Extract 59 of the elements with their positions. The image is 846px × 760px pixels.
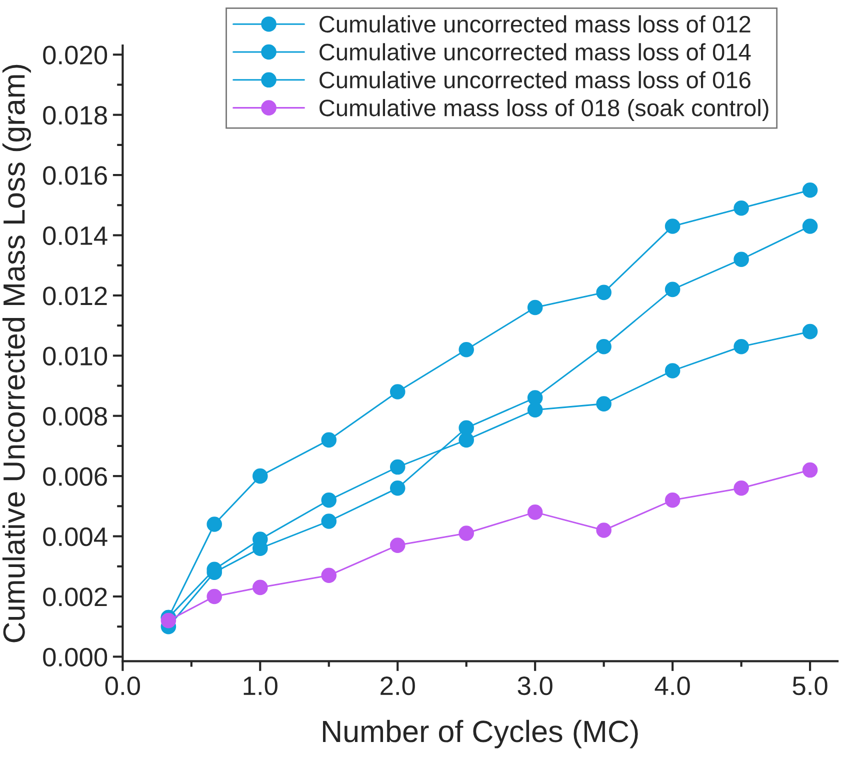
point xyxy=(458,526,474,541)
x-tick-label: 5.0 xyxy=(792,676,828,696)
point xyxy=(252,468,268,484)
point xyxy=(458,342,474,358)
point xyxy=(596,522,612,538)
point xyxy=(802,218,818,234)
y-tick-label: 0.012 xyxy=(43,286,107,306)
point xyxy=(802,324,818,340)
point xyxy=(664,492,680,508)
point xyxy=(664,218,680,234)
point xyxy=(390,538,406,553)
y-tick-label: 0.018 xyxy=(43,106,107,125)
point xyxy=(321,568,337,584)
y-tick-label: 0.004 xyxy=(43,527,108,546)
point xyxy=(734,200,749,216)
point xyxy=(458,420,474,436)
point xyxy=(458,432,474,448)
y-tick-label: 0.020 xyxy=(43,46,108,64)
y-axis-title: Cumulative Uncorrected Mass Loss (gram) xyxy=(2,64,31,642)
point xyxy=(206,588,222,604)
legend-label: Cumulative uncorrected mass loss of 012 xyxy=(320,15,750,33)
x-tick-label: 3.0 xyxy=(518,676,552,696)
y-tick-label: 0.006 xyxy=(43,467,107,486)
point xyxy=(321,492,337,508)
point xyxy=(664,282,680,298)
y-tick-label: 0.016 xyxy=(43,166,107,185)
point xyxy=(802,462,818,478)
point xyxy=(252,580,268,596)
x-tick-label: 2.0 xyxy=(380,676,415,696)
point xyxy=(527,390,543,406)
x-tick-label: 1.0 xyxy=(244,676,278,696)
point xyxy=(596,284,612,300)
y-tick-label: 0.008 xyxy=(43,407,107,426)
point xyxy=(596,396,612,412)
legend-label: Cumulative mass loss of 018 (soak control) xyxy=(320,98,768,121)
point xyxy=(527,300,543,316)
point xyxy=(527,504,543,520)
point xyxy=(206,516,222,532)
y-tick-label: 0.000 xyxy=(43,648,108,667)
point xyxy=(390,459,406,475)
y-tick-label: 0.010 xyxy=(43,346,108,366)
point xyxy=(734,252,749,267)
point xyxy=(160,612,176,628)
point xyxy=(664,363,680,378)
legend-label: Cumulative uncorrected mass loss of 014 xyxy=(320,43,751,60)
legend-label: Cumulative uncorrected mass loss of 016 xyxy=(320,71,750,88)
x-axis-title: Number of Cycles (MC) xyxy=(323,720,638,748)
point xyxy=(390,384,406,400)
point xyxy=(734,480,749,496)
y-tick-label: 0.014 xyxy=(43,226,108,246)
point xyxy=(321,514,337,529)
point xyxy=(596,338,612,354)
point xyxy=(802,182,818,198)
point xyxy=(321,432,337,448)
y-tick-label: 0.002 xyxy=(43,588,107,606)
x-tick-label: 0.0 xyxy=(105,676,140,696)
point xyxy=(734,338,749,354)
x-tick-label: 4.0 xyxy=(654,676,690,696)
point xyxy=(390,480,406,496)
